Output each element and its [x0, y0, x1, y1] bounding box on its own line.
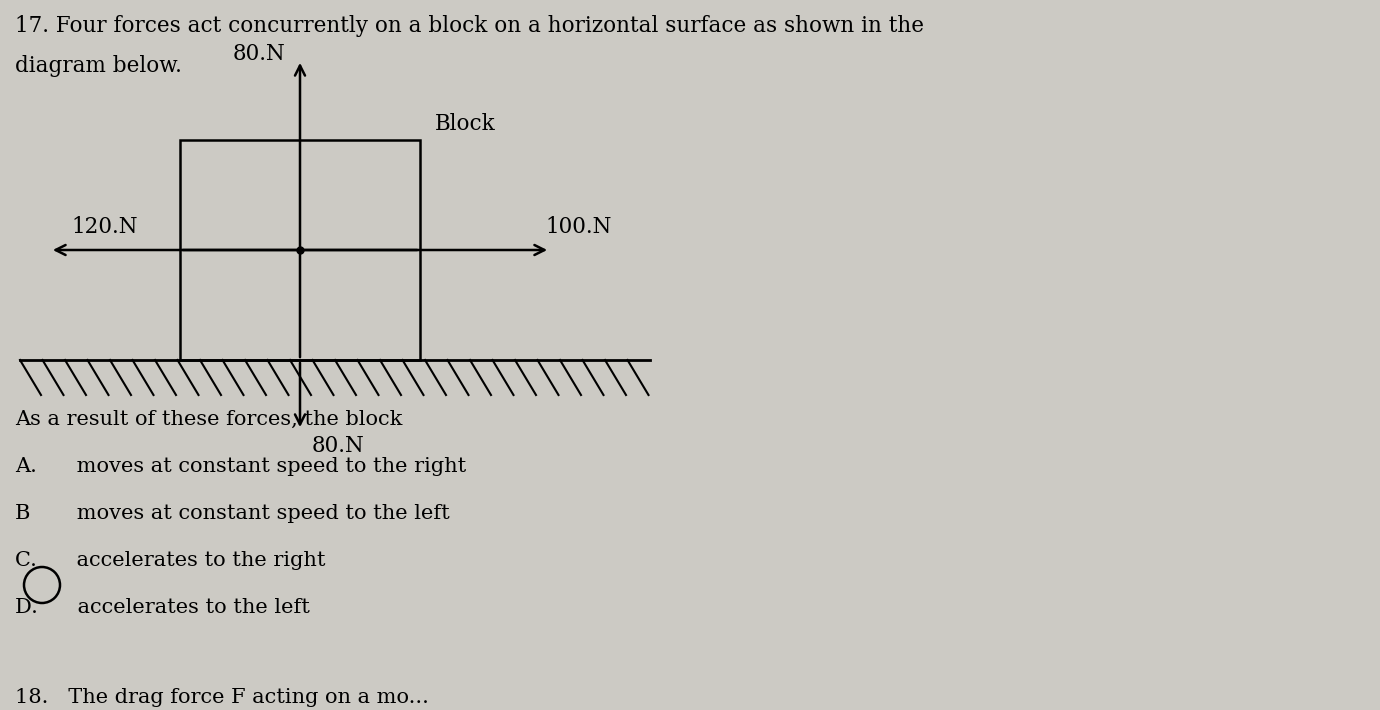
- Text: 18.   The drag force F acting on a mo...: 18. The drag force F acting on a mo...: [15, 688, 429, 707]
- Text: A.      moves at constant speed to the right: A. moves at constant speed to the right: [15, 457, 466, 476]
- Text: As a result of these forces, the block: As a result of these forces, the block: [15, 410, 403, 429]
- Text: diagram below.: diagram below.: [15, 55, 182, 77]
- Text: Block: Block: [435, 113, 495, 135]
- Text: D.      accelerates to the left: D. accelerates to the left: [15, 598, 310, 617]
- Text: B       moves at constant speed to the left: B moves at constant speed to the left: [15, 504, 450, 523]
- Text: C.      accelerates to the right: C. accelerates to the right: [15, 551, 326, 570]
- Text: 80.N: 80.N: [312, 435, 364, 457]
- Text: 17. Four forces act concurrently on a block on a horizontal surface as shown in : 17. Four forces act concurrently on a bl…: [15, 15, 925, 37]
- Bar: [179, 140, 420, 360]
- Text: 120.N: 120.N: [72, 216, 138, 238]
- Text: 100.N: 100.N: [545, 216, 611, 238]
- Text: 80.N: 80.N: [232, 43, 286, 65]
